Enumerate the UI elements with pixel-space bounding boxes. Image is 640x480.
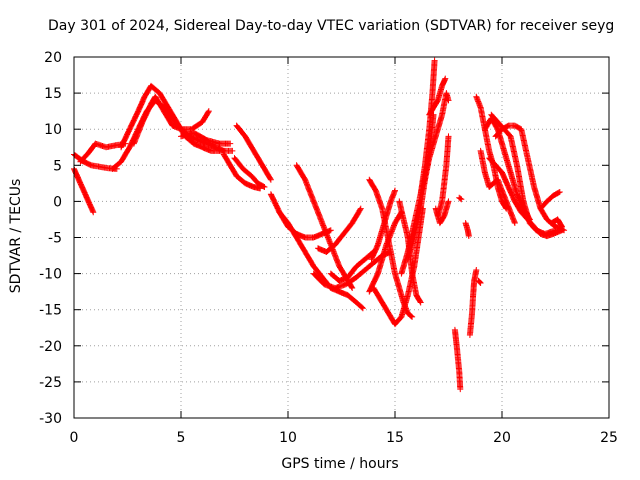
marker-path [426,75,449,118]
marker-path [537,189,563,212]
series-track-7 [178,129,234,147]
marker-path [422,90,452,183]
marker-path [404,176,428,263]
series-track-8 [220,151,264,192]
x-tick-label: 10 [279,430,297,446]
series-track-30 [456,194,465,203]
grid-lines [74,57,609,418]
x-axis-label: GPS time / hours [281,456,399,472]
y-tick-label: -10 [39,267,62,283]
x-tick-label: 5 [177,430,186,446]
marker-path [233,122,274,183]
marker-path [220,151,264,192]
y-tick-label: 5 [53,158,62,174]
marker-path [548,216,565,230]
x-tick-label: 0 [70,430,79,446]
series-track-31 [462,220,472,240]
y-tick-label: -25 [39,375,62,391]
marker-path [130,93,212,147]
series-track-25 [426,75,449,118]
y-tick-label: 0 [53,194,62,210]
series-track-6 [130,93,212,147]
axis-tick-labels: 0 5 10 15 20 25 -30 -25 -20 -15 -10 -5 0 5 10 15 20 [39,50,618,446]
y-tick-label: -15 [39,303,62,319]
series-track-26 [422,90,452,183]
y-tick-label: 20 [44,50,62,66]
marker-path [231,155,268,190]
y-tick-label: -30 [39,411,62,427]
y-tick-label: 15 [44,86,62,102]
series-track-23 [404,176,428,263]
series-track-16 [327,248,377,284]
series-track-40 [537,189,563,212]
series-track-15 [315,205,364,255]
series-track-9 [231,155,268,190]
x-tick-label: 25 [600,430,618,446]
marker-path [456,194,465,203]
marker-path [71,165,97,216]
series-track-39 [486,155,565,240]
marker-path [466,266,480,338]
marker-path [327,248,377,284]
marker-path [434,133,452,219]
y-tick-label: -5 [48,231,62,247]
series-track-33 [475,277,484,286]
series-track-29 [451,326,464,393]
marker-path [178,129,234,147]
series-track-2 [71,165,97,216]
series-track-10 [233,122,274,183]
marker-path [293,162,356,292]
x-tick-label: 15 [386,430,404,446]
data-series [71,57,568,393]
y-tick-label: 10 [44,122,62,138]
marker-path [475,277,484,286]
series-track-13 [293,162,356,292]
marker-path [462,220,472,240]
marker-path [451,326,464,393]
marker-path [315,205,364,255]
axis-ticks [73,56,610,419]
series-track-28 [434,133,452,219]
chart-title: Day 301 of 2024, Sidereal Day-to-day VTE… [48,18,615,34]
series-track-32 [466,266,480,338]
series-track-35 [477,147,518,227]
marker-path [477,147,518,227]
marker-path [486,155,565,240]
y-tick-label: -20 [39,339,62,355]
series-track-41 [548,216,565,230]
x-tick-label: 20 [493,430,511,446]
